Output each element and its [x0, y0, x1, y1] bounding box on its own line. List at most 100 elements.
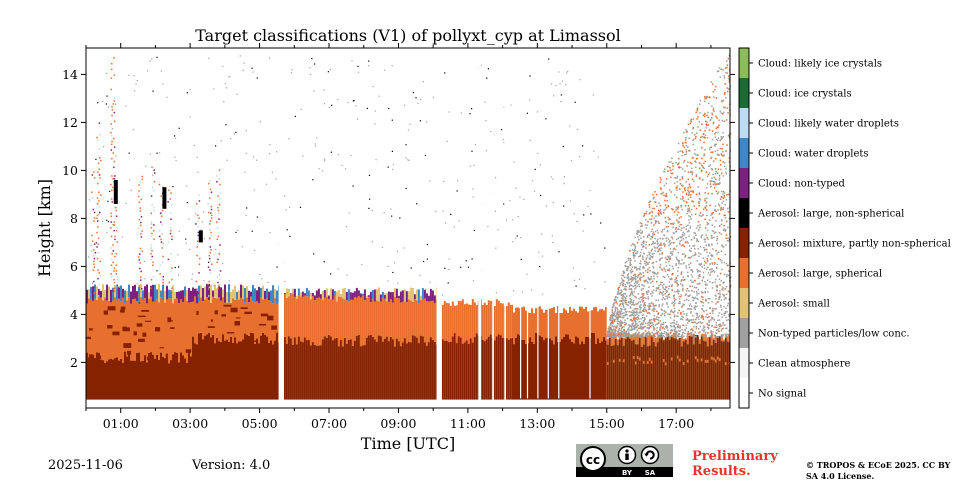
- sparse-signal-pixel: [367, 108, 368, 109]
- sparse-signal-pixel: [254, 190, 255, 191]
- noise-pixel: [671, 303, 673, 305]
- aerosol-large-spherical-cell: [324, 298, 326, 337]
- aerosol-mixture-patch: [143, 333, 147, 337]
- noise-pixel: [676, 258, 678, 260]
- virga-streak-pixel: [93, 281, 95, 283]
- virga-streak-pixel: [98, 192, 100, 194]
- sparse-signal-pixel: [225, 124, 226, 125]
- noise-pixel: [670, 332, 672, 334]
- noise-pixel: [725, 335, 727, 337]
- noise-pixel: [696, 238, 698, 240]
- noise-pixel: [691, 121, 693, 123]
- sparse-signal-pixel: [252, 68, 253, 69]
- large-non-spherical-blob: [162, 187, 166, 209]
- noise-pixel: [669, 243, 671, 245]
- aerosol-mixture-cell: [521, 340, 523, 400]
- aerosol-large-spherical-cell: [234, 300, 236, 338]
- noise-pixel: [720, 336, 722, 338]
- noise-pixel: [704, 130, 706, 132]
- lower-aerosol-cell: [713, 358, 715, 361]
- noise-pixel: [725, 171, 727, 173]
- virga-streak-pixel: [98, 200, 100, 202]
- noise-pixel: [678, 143, 680, 145]
- virga-streak-pixel: [96, 137, 98, 139]
- noise-pixel: [622, 315, 624, 317]
- noise-pixel: [665, 289, 667, 291]
- sparse-signal-pixel: [302, 156, 303, 157]
- noise-pixel: [622, 294, 624, 296]
- aerosol-large-spherical-cell: [200, 297, 202, 332]
- noise-pixel: [696, 313, 698, 315]
- noise-pixel: [690, 194, 692, 196]
- noise-pixel: [680, 167, 682, 169]
- sparse-signal-pixel: [144, 261, 145, 262]
- virga-streak-pixel: [141, 199, 143, 201]
- noise-pixel: [623, 312, 625, 314]
- noise-pixel: [727, 240, 729, 242]
- noise-pixel: [690, 197, 692, 199]
- noise-pixel: [670, 170, 672, 172]
- noise-pixel: [662, 327, 664, 329]
- noise-pixel: [720, 111, 722, 113]
- noise-pixel: [714, 187, 716, 189]
- virga-streak-pixel: [111, 265, 113, 267]
- noise-pixel: [701, 124, 703, 126]
- cloud-layer-cell: [194, 289, 196, 297]
- cloud-layer-cell: [406, 291, 408, 302]
- data-gap: [437, 48, 442, 408]
- aerosol-mixture-cell: [601, 342, 603, 400]
- noise-pixel: [648, 290, 650, 292]
- aerosol-mixture-cell: [88, 357, 90, 399]
- noise-pixel: [700, 199, 702, 201]
- virga-streak-pixel: [151, 221, 153, 223]
- sparse-signal-pixel: [175, 138, 176, 139]
- aerosol-mixture-cell: [643, 345, 645, 400]
- noise-pixel: [707, 176, 709, 178]
- noise-pixel: [657, 230, 659, 232]
- noise-pixel: [726, 234, 728, 236]
- cloud-layer-cell: [256, 290, 258, 301]
- virga-streak-pixel: [110, 213, 112, 215]
- noise-pixel: [715, 282, 717, 284]
- noise-pixel: [665, 217, 667, 219]
- sparse-signal-pixel: [150, 154, 151, 155]
- noise-pixel: [709, 219, 711, 221]
- virga-streak-pixel: [114, 146, 116, 148]
- aerosol-mixture-cell: [166, 358, 168, 400]
- noise-pixel: [721, 234, 723, 236]
- sparse-signal-pixel: [292, 292, 293, 293]
- aerosol-mixture-patch: [186, 349, 192, 353]
- noise-pixel: [637, 230, 639, 232]
- noise-pixel: [726, 199, 728, 201]
- aerosol-large-spherical-cell: [653, 334, 655, 342]
- aerosol-large-spherical-cell: [296, 299, 298, 345]
- noise-pixel: [717, 243, 719, 245]
- noise-pixel: [686, 267, 688, 269]
- noise-pixel: [664, 315, 666, 317]
- aerosol-large-spherical-cell: [565, 310, 567, 334]
- data-gap: [558, 305, 559, 399]
- aerosol-large-spherical-cell: [278, 303, 279, 342]
- aerosol-mixture-cell: [334, 339, 336, 400]
- colorbar-label: Non-typed particles/low conc.: [758, 329, 910, 340]
- noise-pixel: [703, 247, 705, 249]
- noise-pixel: [703, 133, 705, 135]
- noise-pixel: [704, 265, 706, 267]
- cloud-layer-cell: [238, 290, 240, 299]
- sparse-signal-pixel: [460, 267, 461, 268]
- noise-pixel: [692, 178, 694, 180]
- aerosol-mixture-cell: [671, 337, 673, 400]
- aerosol-mixture-cell: [266, 337, 268, 400]
- sparse-signal-pixel: [246, 153, 247, 154]
- noise-pixel: [678, 263, 680, 265]
- noise-pixel: [717, 287, 719, 289]
- noise-pixel: [691, 168, 693, 170]
- noise-pixel: [638, 332, 640, 334]
- colorbar-label: Aerosol: large, spherical: [757, 269, 882, 280]
- cloud-layer-cell: [344, 288, 346, 300]
- noise-pixel: [682, 332, 684, 334]
- cc-by-sa-badge: cc BY SA: [576, 444, 673, 477]
- noise-pixel: [708, 328, 710, 330]
- aerosol-mixture-cell: [685, 340, 687, 400]
- colorbar-swatch: [739, 108, 749, 138]
